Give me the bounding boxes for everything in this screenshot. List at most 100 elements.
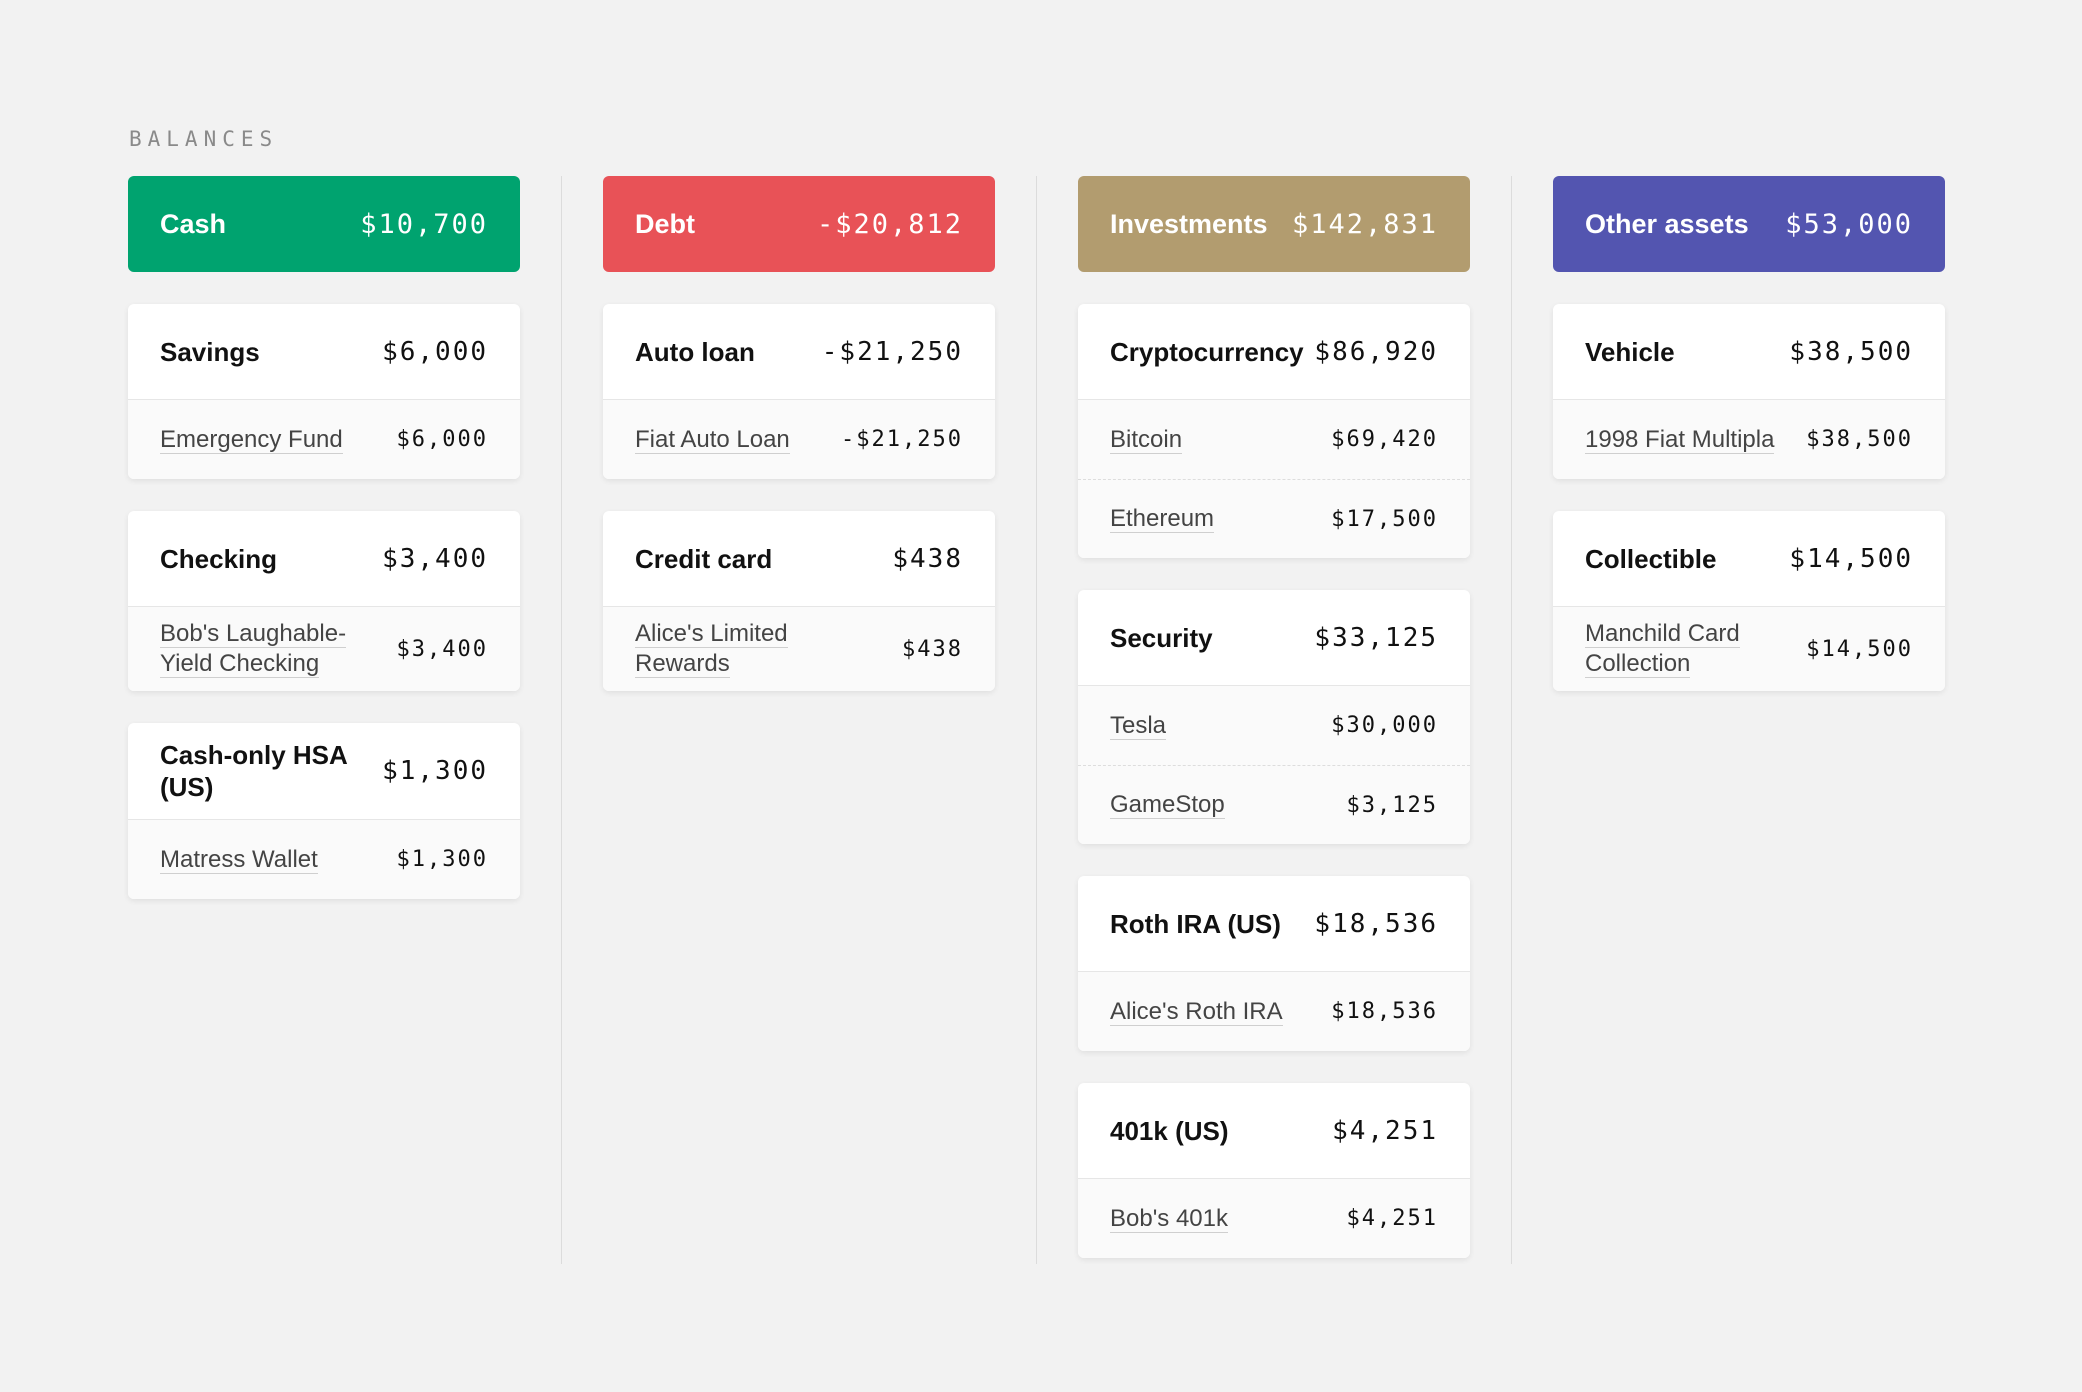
category-header[interactable]: Other assets $53,000: [1553, 176, 1945, 272]
account-row: 1998 Fiat Multipla $38,500: [1553, 400, 1945, 479]
category-total: $10,700: [360, 208, 488, 240]
category-total: -$20,812: [816, 208, 963, 240]
group-header[interactable]: Credit card $438: [603, 511, 995, 607]
account-group-card: Collectible $14,500 Manchild Card Collecti…: [1553, 511, 1945, 691]
group-header[interactable]: Cryptocurrency $86,920: [1078, 304, 1470, 400]
group-amount: $4,251: [1332, 1115, 1438, 1146]
account-amount: $38,500: [1806, 427, 1913, 452]
account-group-card: Savings $6,000 Emergency Fund $6,000: [128, 304, 520, 479]
account-name: Bob's 401k: [1110, 1192, 1228, 1246]
category-header[interactable]: Debt -$20,812: [603, 176, 995, 272]
category-header[interactable]: Investments $142,831: [1078, 176, 1470, 272]
account-amount: $3,125: [1346, 792, 1438, 818]
column-divider: [1511, 176, 1512, 1264]
group-header[interactable]: Auto loan -$21,250: [603, 304, 995, 400]
account-list: 1998 Fiat Multipla $38,500: [1553, 400, 1945, 479]
account-name: Bob's Laughable-Yield Checking: [160, 607, 380, 691]
account-row: Bitcoin $69,420: [1078, 400, 1470, 479]
account-list: Tesla $30,000 GameStop $3,125: [1078, 686, 1470, 844]
account-row: Emergency Fund $6,000: [128, 400, 520, 479]
account-row: Alice's Limited Rewards $438: [603, 607, 995, 691]
group-name: Vehicle: [1585, 336, 1675, 367]
group-amount: $86,920: [1314, 336, 1438, 367]
group-amount: $438: [892, 543, 963, 574]
group-header[interactable]: Checking $3,400: [128, 511, 520, 607]
account-list: Fiat Auto Loan -$21,250: [603, 400, 995, 479]
account-link[interactable]: Bob's 401k: [1110, 1204, 1228, 1233]
account-group-card: Vehicle $38,500 1998 Fiat Multipla $38,500: [1553, 304, 1945, 479]
category-title: Investments: [1110, 208, 1268, 239]
account-link[interactable]: 1998 Fiat Multipla: [1585, 425, 1775, 454]
account-group-card: Cryptocurrency $86,920 Bitcoin $69,420 Ether…: [1078, 304, 1470, 558]
group-name: Collectible: [1585, 543, 1717, 574]
section-label: BALANCES: [129, 127, 279, 151]
account-name: Bitcoin: [1110, 413, 1183, 467]
account-row: Fiat Auto Loan -$21,250: [603, 400, 995, 479]
account-row: Alice's Roth IRA $18,536: [1078, 972, 1470, 1051]
account-link[interactable]: Emergency Fund: [160, 425, 343, 454]
account-name: Ethereum: [1110, 492, 1215, 546]
group-header[interactable]: Roth IRA (US) $18,536: [1078, 876, 1470, 972]
group-name: Auto loan: [635, 336, 755, 367]
account-amount: $3,400: [396, 636, 488, 662]
group-name: 401k (US): [1110, 1115, 1229, 1146]
group-name: Credit card: [635, 543, 773, 574]
account-row: Bob's 401k $4,251: [1078, 1179, 1470, 1258]
group-header[interactable]: Collectible $14,500: [1553, 511, 1945, 607]
account-list: Manchild Card Collection $14,500: [1553, 607, 1945, 691]
group-header[interactable]: Cash-only HSA (US) $1,300: [128, 723, 520, 820]
account-link[interactable]: Bitcoin: [1110, 425, 1183, 454]
account-name: 1998 Fiat Multipla: [1585, 413, 1775, 467]
account-name: Fiat Auto Loan: [635, 413, 790, 467]
account-list: Emergency Fund $6,000: [128, 400, 520, 479]
group-name: Checking: [160, 543, 278, 574]
account-name: Emergency Fund: [160, 413, 343, 467]
balance-column: Cash $10,700 Savings $6,000 Emergency Fund $6…: [128, 176, 520, 931]
account-name: Tesla: [1110, 699, 1167, 753]
account-row: Bob's Laughable-Yield Checking $3,400: [128, 607, 520, 691]
account-link[interactable]: Bob's Laughable-Yield Checking: [160, 620, 347, 678]
account-link[interactable]: Matress Wallet: [160, 845, 318, 874]
account-link[interactable]: GameStop: [1110, 791, 1225, 819]
account-amount: $17,500: [1331, 506, 1438, 532]
balance-column: Debt -$20,812 Auto loan -$21,250 Fiat Auto L…: [603, 176, 995, 723]
group-header[interactable]: Security $33,125: [1078, 590, 1470, 686]
account-amount: $438: [902, 636, 963, 662]
account-group-card: Roth IRA (US) $18,536 Alice's Roth IRA $18,…: [1078, 876, 1470, 1051]
account-list: Alice's Limited Rewards $438: [603, 607, 995, 691]
category-total: $53,000: [1785, 208, 1913, 240]
account-link[interactable]: Manchild Card Collection: [1585, 620, 1740, 678]
group-name: Cash-only HSA (US): [160, 740, 347, 802]
account-group-card: Security $33,125 Tesla $30,000 GameStop $3,12…: [1078, 590, 1470, 844]
account-amount: $4,251: [1346, 1206, 1438, 1231]
account-group-card: Checking $3,400 Bob's Laughable-Yield Chec…: [128, 511, 520, 691]
account-link[interactable]: Ethereum: [1110, 505, 1215, 533]
group-header[interactable]: Savings $6,000: [128, 304, 520, 400]
category-title: Other assets: [1585, 208, 1749, 239]
account-group-card: Cash-only HSA (US) $1,300 Matress Wallet $1…: [128, 723, 520, 899]
group-header[interactable]: Vehicle $38,500: [1553, 304, 1945, 400]
category-title: Cash: [160, 208, 227, 239]
account-link[interactable]: Tesla: [1110, 711, 1167, 740]
account-row: Ethereum $17,500: [1078, 479, 1470, 558]
account-amount: $30,000: [1331, 713, 1438, 738]
group-amount: $3,400: [382, 543, 488, 574]
category-total: $142,831: [1291, 208, 1438, 240]
group-name: Cryptocurrency: [1110, 336, 1304, 367]
group-header[interactable]: 401k (US) $4,251: [1078, 1083, 1470, 1179]
account-group-card: 401k (US) $4,251 Bob's 401k $4,251: [1078, 1083, 1470, 1258]
balance-column: Investments $142,831 Cryptocurrency $86,920…: [1078, 176, 1470, 1290]
account-amount: $18,536: [1331, 999, 1438, 1024]
account-link[interactable]: Alice's Limited Rewards: [635, 620, 788, 678]
account-name: Alice's Roth IRA: [1110, 985, 1283, 1039]
account-amount: $14,500: [1806, 636, 1913, 662]
account-row: Tesla $30,000: [1078, 686, 1470, 765]
column-divider: [1036, 176, 1037, 1264]
account-amount: $6,000: [396, 427, 488, 452]
account-link[interactable]: Alice's Roth IRA: [1110, 997, 1283, 1026]
account-link[interactable]: Fiat Auto Loan: [635, 425, 790, 454]
account-row: Manchild Card Collection $14,500: [1553, 607, 1945, 691]
category-header[interactable]: Cash $10,700: [128, 176, 520, 272]
group-name: Roth IRA (US): [1110, 908, 1281, 939]
account-row: GameStop $3,125: [1078, 765, 1470, 844]
